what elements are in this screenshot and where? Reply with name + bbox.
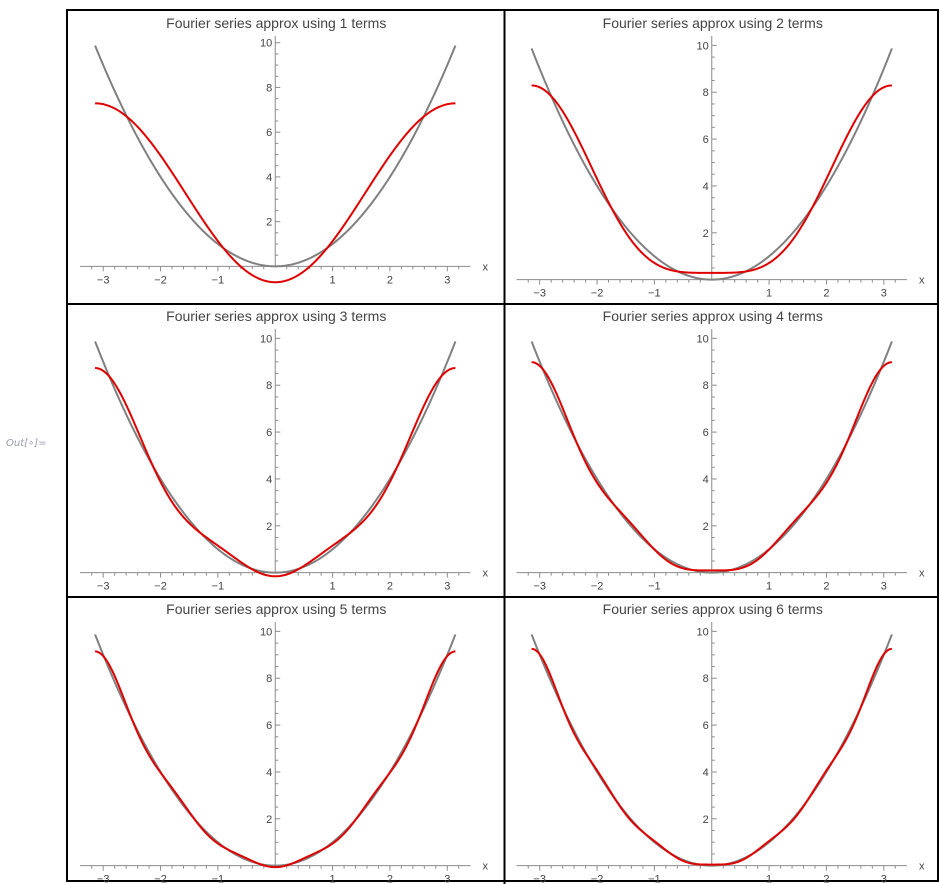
x-tick-label: −2 [154, 274, 167, 286]
panel-title: Fourier series approx using 6 terms [603, 601, 823, 617]
x-tick-label: 2 [823, 581, 829, 593]
x-tick-label: 1 [330, 874, 336, 884]
x-tick-label: −1 [648, 581, 661, 593]
y-tick-label: 10 [260, 626, 272, 638]
target-curve [530, 48, 893, 281]
approx-curve [95, 102, 456, 284]
y-tick-label: 2 [703, 521, 709, 533]
y-tick-label: 4 [703, 181, 709, 193]
x-tick-label: 3 [881, 581, 887, 593]
x-tick-label: −3 [533, 874, 546, 884]
y-tick-label: 2 [266, 217, 272, 229]
approx-curve [531, 647, 893, 866]
y-tick-label: 2 [266, 521, 272, 533]
x-tick-label: −1 [212, 274, 225, 286]
y-tick-label: 10 [260, 38, 272, 50]
x-tick-label: 2 [387, 874, 393, 884]
y-tick-label: 10 [697, 626, 709, 638]
y-tick-label: 4 [266, 767, 272, 779]
y-tick-label: 6 [703, 720, 709, 732]
panel-5: −3 −2 −1 1 2 3 2 4 6 8 10 x Fourier series approx us… [80, 601, 489, 884]
x-tick-label: 3 [881, 874, 887, 884]
panel-3: −3 −2 −1 1 2 3 2 4 6 8 10 x Fourier series approx us… [80, 308, 489, 593]
target-curve [94, 634, 457, 867]
y-tick-label: 6 [266, 720, 272, 732]
panel-1: −3 −2 −1 1 2 3 2 4 6 8 10 x Fourier series approx us… [80, 15, 489, 286]
x-tick-label: −2 [591, 288, 604, 300]
x-tick-label: 3 [444, 874, 450, 884]
y-tick-label: 4 [266, 474, 272, 486]
plot-grid: −3 −2 −1 1 2 3 2 4 6 8 10 x Fourier series approx us… [66, 9, 939, 884]
y-tick-label: 6 [266, 127, 272, 139]
x-tick-label: 3 [444, 581, 450, 593]
x-tick-label: −1 [648, 874, 661, 884]
y-tick-label: 4 [703, 767, 709, 779]
plots-svg: −3 −2 −1 1 2 3 2 4 6 8 10 x Fourier series approx us… [68, 11, 939, 884]
y-tick-label: 2 [266, 814, 272, 826]
y-tick-label: 8 [266, 82, 272, 94]
x-tick-label: −2 [591, 581, 604, 593]
x-tick-label: −1 [212, 581, 225, 593]
x-tick-label: −3 [97, 274, 110, 286]
x-tick-label: −2 [154, 874, 167, 884]
panel-title: Fourier series approx using 5 terms [166, 601, 386, 617]
x-tick-label: −1 [212, 874, 225, 884]
x-tick-label: 1 [330, 274, 336, 286]
x-tick-label: 2 [823, 288, 829, 300]
approx-curve [531, 361, 892, 572]
y-tick-label: 4 [703, 474, 709, 486]
y-tick-label: 6 [703, 427, 709, 439]
panel-title: Fourier series approx using 1 terms [166, 15, 386, 31]
y-tick-label: 10 [697, 40, 709, 52]
y-tick-label: 6 [266, 427, 272, 439]
x-axis-label: x [483, 261, 489, 273]
x-tick-label: 3 [881, 288, 887, 300]
y-tick-label: 8 [266, 673, 272, 685]
x-tick-label: −2 [591, 874, 604, 884]
panel-title: Fourier series approx using 4 terms [603, 308, 823, 324]
x-tick-label: 1 [766, 874, 772, 884]
target-curve [530, 341, 893, 574]
approx-curve [531, 84, 892, 274]
x-axis-label: x [919, 275, 925, 287]
y-tick-label: 4 [266, 172, 272, 184]
x-axis-label: x [483, 568, 489, 580]
x-tick-label: 1 [766, 581, 772, 593]
x-axis-label: x [483, 861, 489, 873]
x-tick-label: −3 [97, 874, 110, 884]
y-tick-label: 6 [703, 134, 709, 146]
approx-curve [94, 650, 456, 869]
x-tick-label: 2 [823, 874, 829, 884]
x-tick-label: 2 [387, 581, 393, 593]
y-tick-label: 8 [703, 87, 709, 99]
x-axis-label: x [919, 568, 925, 580]
panel-6: −3 −2 −1 1 2 3 2 4 6 8 10 x Fourier series approx us… [516, 601, 925, 884]
target-curve [94, 45, 457, 268]
output-cell-label: Out[∘]= [6, 438, 47, 449]
y-tick-label: 8 [703, 673, 709, 685]
x-tick-label: −3 [533, 288, 546, 300]
x-tick-label: −3 [97, 581, 110, 593]
x-tick-label: −2 [154, 581, 167, 593]
panel-2: −3 −2 −1 1 2 3 2 4 6 8 10 x Fourier series approx us… [516, 15, 925, 300]
x-tick-label: −1 [648, 288, 661, 300]
x-axis-label: x [919, 861, 925, 873]
x-tick-label: −3 [533, 581, 546, 593]
panel-title: Fourier series approx using 2 terms [603, 15, 823, 31]
y-tick-label: 2 [703, 814, 709, 826]
x-tick-label: 1 [330, 581, 336, 593]
y-tick-label: 2 [703, 228, 709, 240]
panel-4: −3 −2 −1 1 2 3 2 4 6 8 10 x Fourier series approx us… [516, 308, 925, 593]
panel-title: Fourier series approx using 3 terms [166, 308, 386, 324]
x-tick-label: 1 [766, 288, 772, 300]
y-tick-label: 8 [266, 380, 272, 392]
y-tick-label: 10 [697, 333, 709, 345]
approx-curve [95, 367, 456, 578]
x-tick-label: 2 [387, 274, 393, 286]
y-tick-label: 10 [260, 333, 272, 345]
y-tick-label: 8 [703, 380, 709, 392]
x-tick-label: 3 [444, 274, 450, 286]
